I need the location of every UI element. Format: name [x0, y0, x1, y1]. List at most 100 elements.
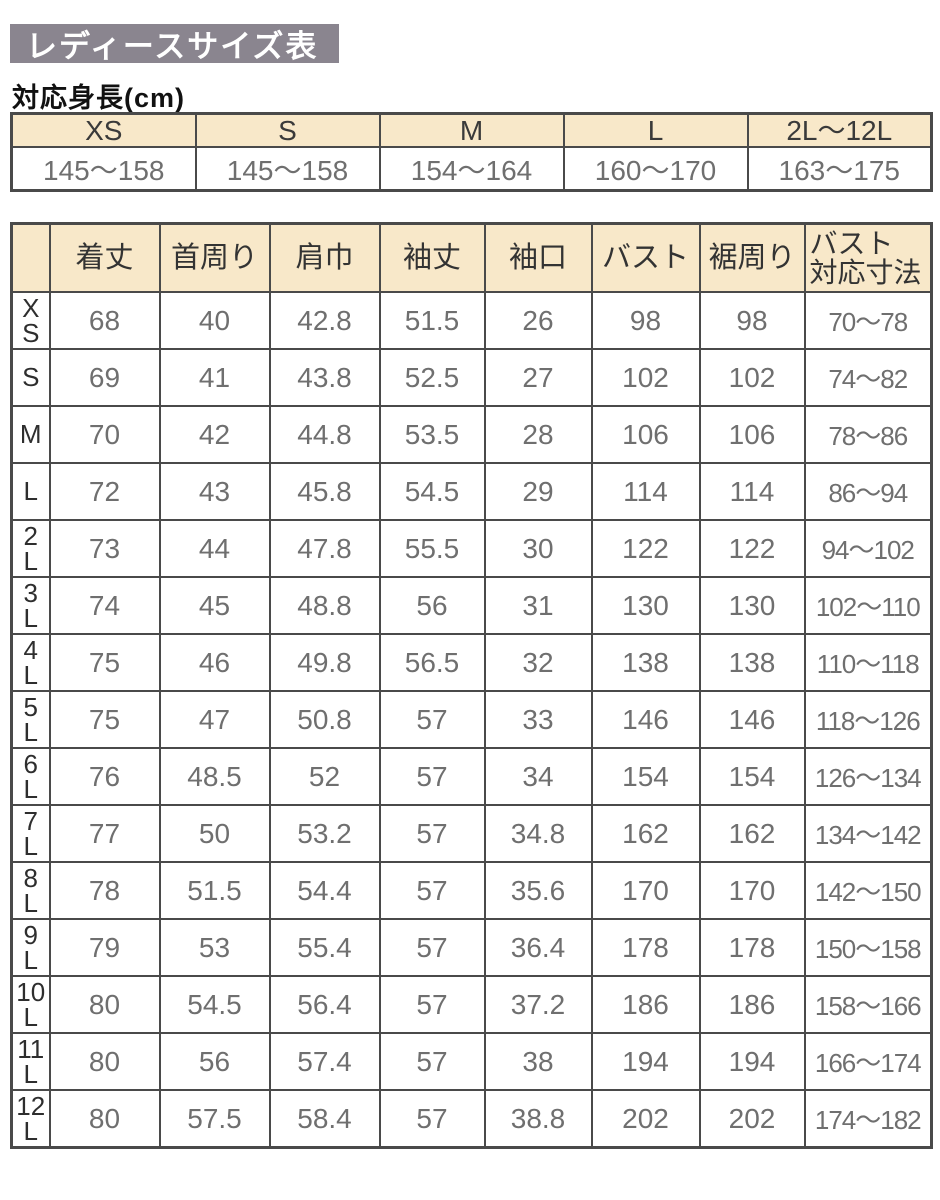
measure-cell: 130: [698, 576, 806, 635]
height-value-xs: 145〜158: [10, 146, 197, 192]
table-row-7l: 7 L 77 50 53.2 57 34.8 162 162 134〜142: [10, 804, 933, 863]
measure-cell: 74: [48, 576, 161, 635]
measure-cell: 77: [48, 804, 161, 863]
measure-cell: 68: [48, 291, 161, 350]
measure-cell: 194: [590, 1032, 701, 1091]
table-row-9l: 9 L 79 53 55.4 57 36.4 178 178 150〜158: [10, 918, 933, 977]
measure-cell: 37.2: [483, 975, 593, 1034]
measure-cell: 50: [158, 804, 271, 863]
size-row-label: S: [10, 348, 51, 407]
size-row-label: 6 L: [10, 747, 51, 806]
bust-range-cell: 134〜142: [803, 804, 933, 863]
measure-cell: 202: [698, 1089, 806, 1149]
measure-cell: 162: [590, 804, 701, 863]
measure-cell: 49.8: [268, 633, 381, 692]
measure-cell: 32: [483, 633, 593, 692]
height-value-l: 160〜170: [562, 146, 749, 192]
measure-cell: 41: [158, 348, 271, 407]
measure-cell: 56.5: [378, 633, 486, 692]
measure-cell: 51.5: [158, 861, 271, 920]
measure-cell: 57: [378, 861, 486, 920]
measure-cell: 114: [698, 462, 806, 521]
size-row-label: 2 L: [10, 519, 51, 578]
measure-cell: 154: [698, 747, 806, 806]
measure-cell: 54.5: [378, 462, 486, 521]
col-header-garment-length: 着丈: [48, 222, 161, 293]
measure-cell: 75: [48, 633, 161, 692]
height-table: XS S M L 2L〜12L 145〜158 145〜158 154〜164 …: [10, 112, 933, 192]
size-measurements-table: 着丈 首周り 肩巾 袖丈 袖口 バスト 裾周り バスト 対応寸法 X S 68 …: [10, 222, 933, 1149]
size-row-label: 5 L: [10, 690, 51, 749]
measure-cell: 72: [48, 462, 161, 521]
height-col-header-2l-12l: 2L〜12L: [746, 112, 933, 148]
measure-cell: 30: [483, 519, 593, 578]
bust-range-cell: 70〜78: [803, 291, 933, 350]
size-row-label: 8 L: [10, 861, 51, 920]
measure-cell: 78: [48, 861, 161, 920]
measure-cell: 154: [590, 747, 701, 806]
measure-cell: 45.8: [268, 462, 381, 521]
col-header-bust: バスト: [590, 222, 701, 293]
measure-cell: 52.5: [378, 348, 486, 407]
measure-cell: 57: [378, 804, 486, 863]
table-row-xs: X S 68 40 42.8 51.5 26 98 98 70〜78: [10, 291, 933, 350]
measure-cell: 122: [698, 519, 806, 578]
measure-cell: 44.8: [268, 405, 381, 464]
measure-cell: 55.5: [378, 519, 486, 578]
measure-cell: 130: [590, 576, 701, 635]
bust-range-cell: 74〜82: [803, 348, 933, 407]
corner-cell: [10, 222, 51, 293]
measure-cell: 55.4: [268, 918, 381, 977]
table-row-l: L 72 43 45.8 54.5 29 114 114 86〜94: [10, 462, 933, 521]
measure-cell: 48.5: [158, 747, 271, 806]
measure-cell: 202: [590, 1089, 701, 1149]
measure-cell: 146: [698, 690, 806, 749]
bust-range-cell: 174〜182: [803, 1089, 933, 1149]
table-row-3l: 3 L 74 45 48.8 56 31 130 130 102〜110: [10, 576, 933, 635]
size-row-label: M: [10, 405, 51, 464]
bust-range-cell: 142〜150: [803, 861, 933, 920]
measure-cell: 102: [590, 348, 701, 407]
measure-cell: 162: [698, 804, 806, 863]
size-row-label: 7 L: [10, 804, 51, 863]
measure-cell: 170: [698, 861, 806, 920]
height-section-heading: 対応身長(cm): [12, 83, 186, 113]
measure-cell: 79: [48, 918, 161, 977]
height-col-header-xs: XS: [10, 112, 197, 148]
height-value-2l-12l: 163〜175: [746, 146, 933, 192]
measure-cell: 34: [483, 747, 593, 806]
measure-cell: 40: [158, 291, 271, 350]
measure-cell: 76: [48, 747, 161, 806]
bust-range-cell: 150〜158: [803, 918, 933, 977]
size-row-label: 11 L: [10, 1032, 51, 1091]
measure-cell: 75: [48, 690, 161, 749]
measure-cell: 48.8: [268, 576, 381, 635]
measure-cell: 138: [590, 633, 701, 692]
bust-range-cell: 102〜110: [803, 576, 933, 635]
measure-cell: 51.5: [378, 291, 486, 350]
measure-cell: 73: [48, 519, 161, 578]
measure-cell: 70: [48, 405, 161, 464]
table-row-s: S 69 41 43.8 52.5 27 102 102 74〜82: [10, 348, 933, 407]
measure-cell: 170: [590, 861, 701, 920]
table-row-12l: 12 L 80 57.5 58.4 57 38.8 202 202 174〜18…: [10, 1089, 933, 1149]
bust-range-cell: 118〜126: [803, 690, 933, 749]
bust-range-cell: 166〜174: [803, 1032, 933, 1091]
measure-cell: 52: [268, 747, 381, 806]
measure-cell: 57: [378, 975, 486, 1034]
measure-cell: 57: [378, 747, 486, 806]
bust-range-cell: 158〜166: [803, 975, 933, 1034]
size-row-label: 4 L: [10, 633, 51, 692]
bust-range-cell: 110〜118: [803, 633, 933, 692]
col-header-sleeve-length: 袖丈: [378, 222, 486, 293]
measure-cell: 178: [590, 918, 701, 977]
measure-cell: 27: [483, 348, 593, 407]
measure-cell: 56: [378, 576, 486, 635]
measure-cell: 102: [698, 348, 806, 407]
measure-cell: 50.8: [268, 690, 381, 749]
bust-range-cell: 126〜134: [803, 747, 933, 806]
table-row-8l: 8 L 78 51.5 54.4 57 35.6 170 170 142〜150: [10, 861, 933, 920]
table-row-m: M 70 42 44.8 53.5 28 106 106 78〜86: [10, 405, 933, 464]
table-row-4l: 4 L 75 46 49.8 56.5 32 138 138 110〜118: [10, 633, 933, 692]
measure-cell: 53.2: [268, 804, 381, 863]
